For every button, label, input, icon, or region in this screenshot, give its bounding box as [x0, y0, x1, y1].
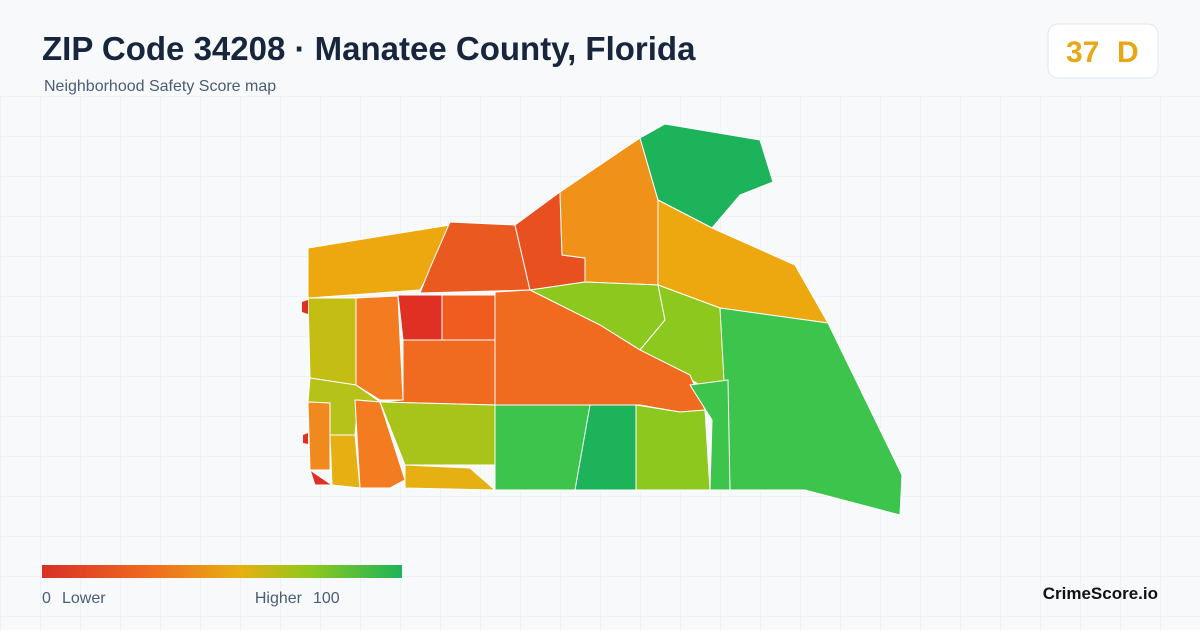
area — [329, 434, 361, 489]
title: ZIP Code 34208 · Manatee County, Florida — [42, 30, 696, 67]
area — [309, 468, 334, 486]
score-box — [1047, 23, 1159, 79]
area — [302, 300, 308, 314]
area — [355, 295, 404, 401]
area — [635, 404, 711, 491]
area — [397, 294, 443, 341]
area — [354, 399, 406, 489]
area — [441, 294, 496, 341]
score-grade: D — [1117, 36, 1139, 69]
legend-min: 0 — [42, 590, 51, 607]
area — [307, 401, 331, 471]
map — [302, 123, 903, 516]
legend-min-label: Lower — [62, 590, 106, 607]
legend-max: 100 — [313, 590, 340, 607]
area — [303, 433, 308, 444]
area — [494, 404, 591, 491]
area — [419, 221, 531, 294]
area — [689, 379, 731, 491]
legend-scale — [42, 565, 402, 578]
brand: CrimeScore.io — [1043, 584, 1158, 603]
area — [307, 297, 357, 386]
subtitle: Neighborhood Safety Score map — [44, 78, 276, 95]
score-value: 37 — [1066, 36, 1099, 69]
legend-max-label: Higher — [255, 590, 303, 607]
